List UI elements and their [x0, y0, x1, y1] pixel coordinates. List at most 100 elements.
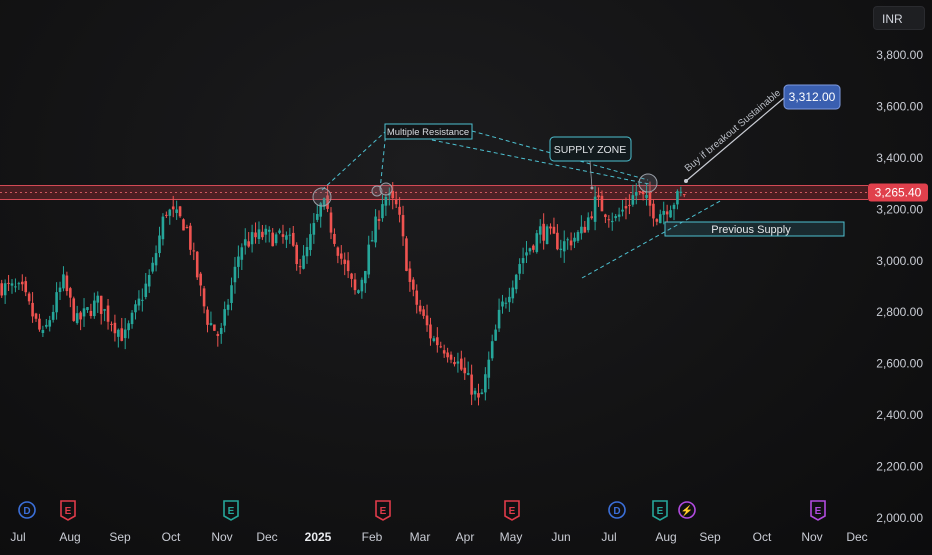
event-letter: E — [228, 506, 235, 517]
candle — [17, 281, 21, 290]
candle — [278, 228, 281, 235]
candle-body — [237, 256, 240, 267]
candle — [549, 223, 552, 235]
candle — [247, 232, 250, 248]
candle-body — [106, 305, 110, 322]
candle — [151, 257, 154, 274]
candle-body — [586, 217, 590, 231]
time-tick-label: Aug — [59, 530, 80, 544]
candle — [607, 215, 611, 228]
candle-body — [298, 266, 302, 268]
event-shield — [652, 500, 668, 521]
candle — [439, 341, 443, 349]
candle-body — [69, 288, 72, 298]
candle — [641, 190, 645, 201]
price-tick-label: 3,800.00 — [876, 48, 923, 62]
candle — [432, 335, 436, 343]
candle — [370, 230, 374, 242]
candle-body — [41, 330, 45, 333]
time-tick-label: Sep — [109, 530, 131, 544]
candle-body — [453, 362, 456, 365]
candle — [600, 190, 604, 212]
event-shield — [375, 500, 391, 521]
candle — [617, 207, 621, 222]
candle — [41, 325, 45, 337]
candle — [336, 246, 340, 264]
candle-body — [267, 229, 271, 232]
candle-body — [357, 290, 360, 294]
candle-body — [360, 279, 364, 292]
candle — [137, 290, 141, 311]
candle-body — [82, 308, 86, 317]
dividend-event-icon: D — [18, 501, 36, 519]
candle-body — [302, 255, 305, 269]
candle-body — [367, 244, 371, 275]
candle-body — [110, 323, 113, 325]
candle-body — [645, 194, 648, 198]
candle-body — [518, 264, 521, 274]
candle — [79, 310, 82, 331]
earnings-event-icon: E — [375, 500, 391, 521]
split-event-icon: ⚡ — [678, 501, 696, 519]
candle — [442, 344, 446, 358]
candle-body — [226, 304, 230, 310]
candle — [473, 387, 477, 401]
candle — [669, 205, 672, 218]
candle — [593, 186, 597, 231]
candle — [250, 224, 254, 253]
price-tick-label: 2,000.00 — [876, 511, 923, 525]
candle — [456, 352, 460, 373]
candle-body — [573, 237, 576, 242]
candle-body — [243, 239, 247, 246]
currency-badge[interactable]: INR — [873, 6, 925, 30]
price-tick-label: 2,800.00 — [876, 305, 923, 319]
candle-body — [319, 203, 323, 217]
candle — [418, 299, 422, 315]
candle-body — [422, 309, 425, 316]
candle-body — [10, 283, 14, 286]
candle — [82, 298, 86, 327]
candle — [93, 292, 96, 319]
candle — [504, 297, 508, 309]
candle-body — [182, 219, 185, 231]
candle-body — [658, 214, 662, 224]
candle — [264, 224, 268, 243]
candle — [302, 245, 305, 270]
candle — [494, 324, 497, 341]
candle-body — [412, 279, 415, 290]
candle-body — [127, 323, 130, 331]
candle-body — [117, 329, 120, 337]
candle — [621, 199, 624, 217]
candle — [453, 356, 456, 367]
candle-body — [604, 214, 607, 218]
candle — [305, 237, 309, 264]
candle — [171, 195, 175, 218]
candle-body — [34, 313, 38, 319]
candle-body — [185, 226, 189, 228]
candle-body — [333, 233, 336, 244]
breakout-start-dot — [684, 179, 688, 183]
candle-body — [38, 318, 41, 330]
time-tick-label: Apr — [456, 530, 475, 544]
candle-body — [556, 232, 559, 250]
candle-body — [113, 322, 117, 334]
candle — [518, 258, 521, 281]
candle-body — [600, 195, 604, 212]
candle — [309, 223, 312, 256]
candle-body — [339, 253, 343, 259]
candle — [497, 298, 501, 332]
candle — [346, 252, 350, 279]
peak-marker — [312, 187, 332, 207]
price-tick-label: 3,600.00 — [876, 99, 923, 113]
candle — [429, 317, 432, 346]
candle — [254, 222, 257, 244]
event-shield — [504, 500, 520, 521]
time-tick-label: Dec — [256, 530, 277, 544]
candle-body — [662, 210, 666, 215]
candle — [573, 232, 576, 249]
candle-body — [195, 251, 199, 278]
previous-supply-label: Previous Supply — [711, 224, 791, 236]
candle — [343, 252, 347, 276]
